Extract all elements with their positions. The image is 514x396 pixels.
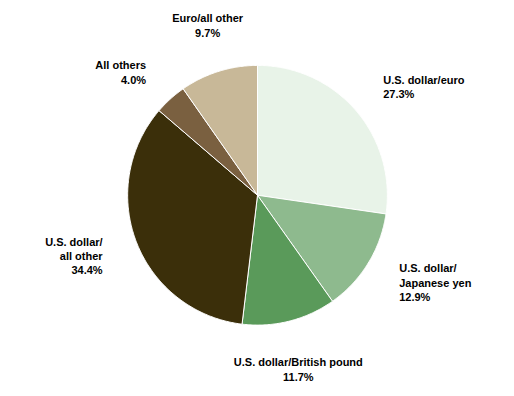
svg-text:U.S. dollar/British pound11.7%: U.S. dollar/British pound11.7% <box>234 357 363 383</box>
svg-text:U.S. dollar/euro27.3%: U.S. dollar/euro27.3% <box>383 74 465 100</box>
svg-text:Euro/all other9.7%: Euro/all other9.7% <box>172 12 244 38</box>
svg-text:All others4.0%: All others4.0% <box>95 59 146 85</box>
svg-text:U.S. dollar/Japanese yen12.9%: U.S. dollar/Japanese yen12.9% <box>399 262 471 303</box>
svg-text:U.S. dollar/all other34.4%: U.S. dollar/all other34.4% <box>45 236 103 277</box>
